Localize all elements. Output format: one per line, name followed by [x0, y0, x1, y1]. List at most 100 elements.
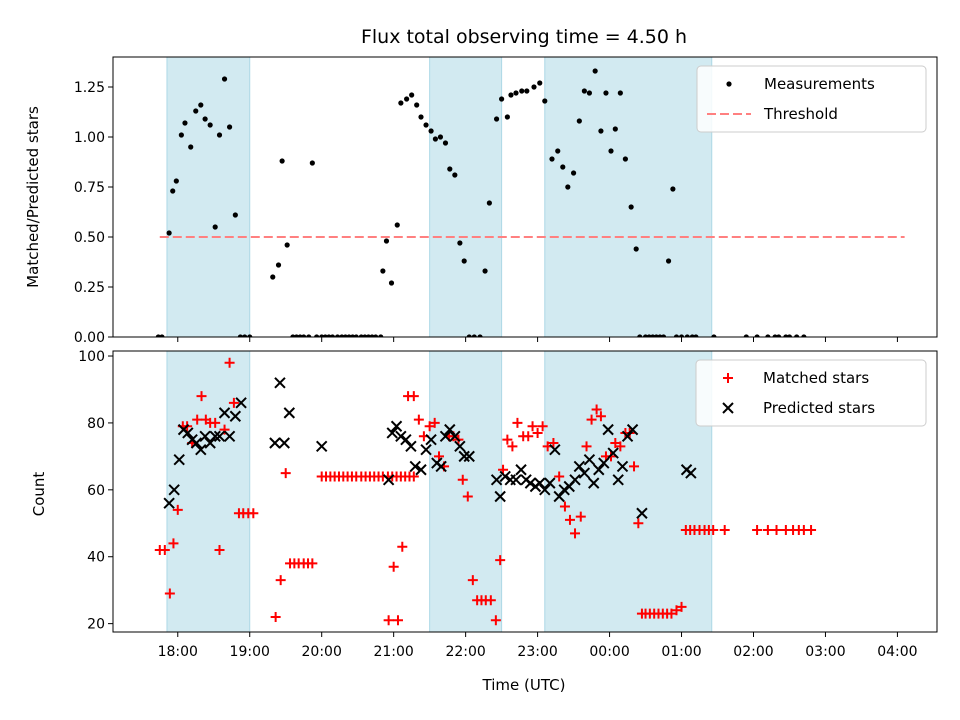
measurement-point — [555, 148, 561, 154]
measurement-point — [537, 80, 543, 86]
measurement-point — [765, 334, 771, 337]
measurement-point — [565, 184, 571, 190]
measurement-point — [182, 120, 188, 126]
measurement-point — [592, 68, 598, 74]
measurement-point — [188, 144, 194, 150]
matched-star-point — [210, 417, 221, 428]
measurement-point — [279, 158, 285, 164]
measurement-point — [673, 334, 680, 337]
matched-star-point — [408, 391, 419, 402]
matched-star-point — [270, 611, 281, 622]
measurement-point — [159, 334, 165, 337]
matched-star-point — [762, 524, 773, 535]
matched-star-point — [457, 474, 468, 485]
measurement-point — [471, 334, 477, 337]
measurement-point — [776, 334, 782, 337]
measurement-point — [482, 268, 488, 274]
ratio-y-tick-label: 0.50 — [74, 230, 105, 246]
predicted-star-point — [458, 450, 470, 463]
count-panel: 20 40 60 80 100 18:00 19:00 20:00 21:00 22:00 23:0… — [78, 349, 938, 660]
ratio-shaded-interval-2 — [429, 57, 503, 337]
predicted-star-point — [524, 477, 537, 489]
count-axes-frame — [112, 350, 938, 633]
matched-star-point — [559, 501, 570, 512]
predicted-star-point — [204, 437, 216, 449]
measurement-point — [477, 334, 483, 337]
predicted-star-point — [173, 454, 185, 466]
predicted-star-point — [386, 427, 398, 439]
measurement-point — [418, 114, 424, 120]
ratio-legend-box — [696, 65, 927, 133]
predicted-star-point — [494, 490, 506, 503]
predicted-star-point — [439, 430, 452, 443]
x-tick-label: 20:00 — [302, 644, 342, 660]
matched-star-point — [275, 575, 286, 586]
count-series-predicted-stars — [163, 377, 697, 519]
predicted-star-point — [163, 497, 175, 509]
matched-star-point — [615, 441, 626, 452]
predicted-star-point — [274, 377, 286, 389]
ratio-shaded-interval-3 — [544, 57, 713, 337]
predicted-star-point — [425, 433, 437, 446]
measurement-point — [678, 334, 685, 337]
predicted-star-point — [463, 450, 475, 463]
matched-star-point — [570, 528, 581, 539]
measurement-point — [670, 186, 676, 192]
measurement-point — [754, 334, 760, 337]
measurement-point — [466, 334, 472, 337]
measurement-point — [329, 334, 336, 337]
count-legend: Matched stars Predicted stars — [695, 359, 927, 427]
matched-star-point — [512, 417, 523, 428]
measurement-point — [622, 156, 628, 162]
measurement-point — [519, 88, 525, 94]
predicted-star-point — [420, 443, 432, 456]
measurement-point — [524, 88, 530, 94]
measurement-point — [794, 334, 800, 337]
measurement-point — [612, 126, 618, 132]
predicted-star-point — [616, 460, 629, 473]
measurement-point — [617, 90, 623, 96]
predicted-star-point — [621, 430, 634, 443]
measurement-point — [232, 212, 238, 218]
matched-star-point — [196, 391, 207, 402]
matched-star-point — [413, 414, 424, 425]
predicted-star-point — [602, 423, 614, 436]
x-tick-label: 02:00 — [733, 644, 773, 660]
matched-star-point — [554, 471, 565, 482]
matched-star-point — [467, 575, 478, 586]
ratio-y-tick-label: 0.25 — [74, 280, 105, 296]
predicted-star-point — [449, 430, 461, 443]
predicted-star-point — [223, 430, 236, 443]
predicted-star-point — [607, 447, 619, 459]
predicted-star-point — [315, 440, 328, 453]
predicted-star-point — [534, 477, 546, 489]
matched-star-point — [397, 541, 408, 552]
matched-star-point — [408, 471, 419, 482]
predicted-star-point — [199, 430, 211, 443]
measurement-point — [334, 334, 341, 337]
predicted-star-point — [395, 430, 407, 443]
matched-star-point — [462, 491, 473, 502]
count-series-matched-stars — [154, 357, 817, 626]
ratio-y-axis-label: Matched/Predicted stars — [24, 106, 42, 288]
legend-label-measurements: Measurements — [764, 75, 875, 93]
predicted-star-point — [549, 443, 561, 456]
measurement-point — [786, 334, 793, 337]
ratio-panel: 0.00 0.25 0.50 0.75 1.00 1.25 Measurements Thre… — [74, 56, 938, 346]
count-plot-area — [154, 351, 817, 632]
matched-star-point — [224, 357, 235, 368]
matched-star-point — [532, 427, 543, 438]
matched-star-point — [719, 524, 730, 535]
measurement-point — [423, 122, 429, 128]
matched-star-point — [383, 615, 394, 626]
count-shaded-interval-3 — [544, 351, 713, 632]
predicted-star-point — [612, 474, 624, 486]
matched-star-point — [633, 518, 644, 529]
count-legend-box — [695, 359, 927, 427]
measurement-point — [378, 334, 384, 337]
measurement-point — [461, 258, 467, 264]
predicted-star-point — [235, 397, 247, 409]
matched-star-point — [752, 524, 763, 535]
measurement-point — [711, 334, 717, 337]
measurement-point — [499, 96, 505, 102]
